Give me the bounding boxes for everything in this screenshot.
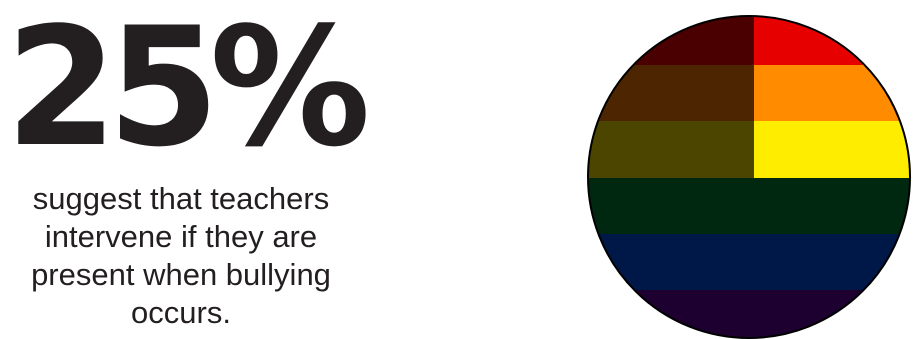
rainbow-flag-circle-graphic [587, 15, 911, 339]
stripe-red-left [588, 16, 754, 65]
stat-caption: suggest that teachers intervene if they … [31, 181, 331, 330]
stat-value: 25% [5, 0, 371, 183]
stripe-blue [588, 234, 910, 290]
stripe-orange-right [754, 65, 910, 121]
circle-outline [587, 15, 911, 339]
stripe-yellow-left [588, 121, 754, 178]
stripe-purple [588, 290, 910, 338]
statistic-block: 25% suggest that teachers intervene if t… [0, 0, 371, 339]
stripe-group [588, 16, 910, 338]
stripe-yellow-right [754, 121, 910, 178]
stripe-red-right [754, 16, 910, 65]
stripe-green [588, 178, 910, 234]
